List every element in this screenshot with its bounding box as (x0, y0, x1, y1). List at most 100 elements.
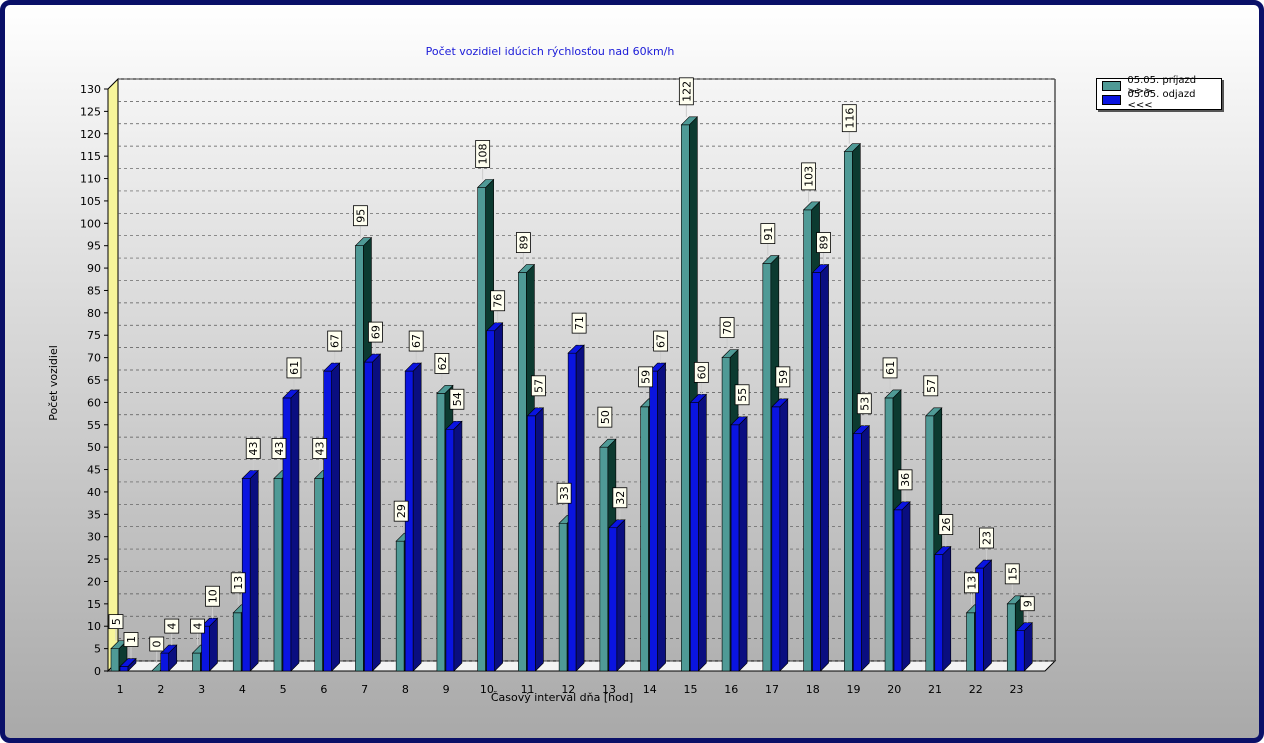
x-tick-label: 4 (239, 683, 246, 696)
svg-text:26: 26 (940, 518, 953, 532)
data-label-departure: 60 (693, 361, 709, 395)
svg-text:15: 15 (1006, 567, 1019, 581)
y-tick-label: 60 (87, 396, 101, 409)
bar-departure (485, 322, 504, 672)
data-label-departure: 9 (1019, 596, 1035, 623)
y-tick-label: 5 (94, 643, 101, 656)
svg-text:43: 43 (273, 441, 286, 455)
svg-text:54: 54 (451, 392, 464, 406)
data-label-arrival: 103 (801, 162, 816, 202)
y-tick-label: 90 (87, 262, 101, 275)
x-tick-label: 10 (480, 683, 494, 696)
svg-text:32: 32 (614, 491, 627, 505)
data-label-arrival: 62 (434, 353, 450, 386)
data-label-arrival: 59 (638, 366, 654, 399)
svg-text:59: 59 (640, 370, 653, 384)
bar-chart: 0510152025303540455055606570758085909510… (47, 45, 1057, 704)
svg-text:60: 60 (695, 365, 708, 379)
data-label-departure: 53 (856, 393, 872, 426)
legend-swatch-departure (1102, 95, 1122, 105)
svg-text:89: 89 (517, 236, 530, 250)
data-label-arrival: 4 (190, 618, 205, 646)
chart-title: Počet vozidiel idúcich rýchlosťou nad 60… (426, 45, 675, 58)
bar-departure (934, 545, 952, 672)
y-tick-label: 120 (80, 128, 101, 141)
x-tick-label: 20 (887, 683, 901, 696)
svg-text:9: 9 (1021, 600, 1034, 607)
svg-text:108: 108 (477, 143, 490, 164)
grid-lines (118, 78, 1055, 662)
side-wall (107, 77, 119, 673)
x-tick-label: 13 (602, 683, 616, 696)
svg-text:67: 67 (329, 334, 342, 348)
data-label-arrival: 13 (964, 572, 979, 605)
x-tick-label: 12 (561, 683, 575, 696)
data-label-departure: 71 (571, 312, 587, 346)
legend-item-arrival: 05.05. príjazd >>> (1097, 75, 1221, 97)
svg-text:29: 29 (395, 504, 408, 518)
svg-text:0: 0 (151, 641, 164, 648)
y-tick-label: 30 (87, 531, 101, 544)
svg-text:61: 61 (884, 361, 897, 375)
svg-text:4: 4 (191, 623, 204, 630)
x-tick-label: 2 (157, 683, 164, 696)
bar-departure (608, 519, 626, 672)
svg-text:69: 69 (369, 325, 382, 339)
bars (110, 116, 1033, 672)
bar-departure (404, 362, 422, 672)
svg-text:67: 67 (410, 334, 423, 348)
y-tick-label: 50 (87, 441, 101, 454)
data-label-arrival: 91 (760, 223, 776, 256)
bar-departure (526, 407, 545, 672)
x-tick-label: 1 (117, 683, 124, 696)
data-label-departure: 43 (245, 438, 261, 471)
data-label-departure: 36 (897, 469, 913, 502)
bar-departure (893, 501, 911, 672)
y-tick-label: 85 (87, 284, 101, 297)
data-label-departure: 10 (205, 585, 220, 619)
y-tick-label: 45 (87, 464, 101, 477)
legend-label-departure: 05.05. odjazd <<< (1127, 89, 1196, 111)
data-label-departure: 4 (164, 618, 180, 646)
y-tick-label: 0 (94, 665, 101, 678)
x-tick-label: 3 (198, 683, 205, 696)
y-tick-label: 75 (87, 329, 101, 342)
legend-label-arrival: 05.05. príjazd >>> (1127, 75, 1197, 97)
y-tick-label: 35 (87, 508, 101, 521)
svg-text:10: 10 (206, 589, 219, 603)
svg-text:89: 89 (818, 236, 831, 250)
y-tick-label: 10 (87, 620, 101, 633)
bar-departure (160, 644, 178, 672)
data-label-arrival: 29 (393, 500, 409, 534)
svg-text:62: 62 (436, 356, 449, 370)
svg-text:4: 4 (166, 623, 179, 630)
svg-text:43: 43 (247, 441, 260, 455)
y-tick-label: 105 (80, 195, 101, 208)
x-tick-label: 22 (969, 683, 983, 696)
data-label-arrival: 116 (841, 104, 857, 144)
data-label-departure: 67 (408, 330, 424, 364)
bar-departure (241, 469, 259, 672)
y-tick-label: 70 (87, 352, 101, 365)
data-label-arrival: 108 (475, 140, 491, 180)
bar-departure (852, 424, 871, 672)
data-label-departure: 67 (653, 330, 669, 364)
x-tick-label: 6 (320, 683, 327, 696)
y-tick-label: 15 (87, 598, 101, 611)
data-label-departure: 1 (123, 632, 139, 659)
y-tick-label: 20 (87, 575, 101, 588)
x-tick-label: 8 (402, 683, 409, 696)
legend-item-departure: 05.05. odjazd <<< (1097, 89, 1221, 111)
svg-text:71: 71 (573, 316, 586, 330)
svg-text:57: 57 (532, 379, 545, 393)
data-label-departure: 57 (530, 375, 546, 408)
svg-text:122: 122 (680, 81, 693, 102)
x-axis-label: Časový interval dňa [hod] (491, 691, 633, 704)
svg-text:55: 55 (736, 388, 749, 402)
x-tick-label: 19 (846, 683, 860, 696)
data-label-departure: 76 (490, 290, 506, 323)
svg-text:61: 61 (288, 361, 301, 375)
svg-text:57: 57 (925, 379, 938, 393)
y-tick-label: 110 (80, 173, 101, 186)
